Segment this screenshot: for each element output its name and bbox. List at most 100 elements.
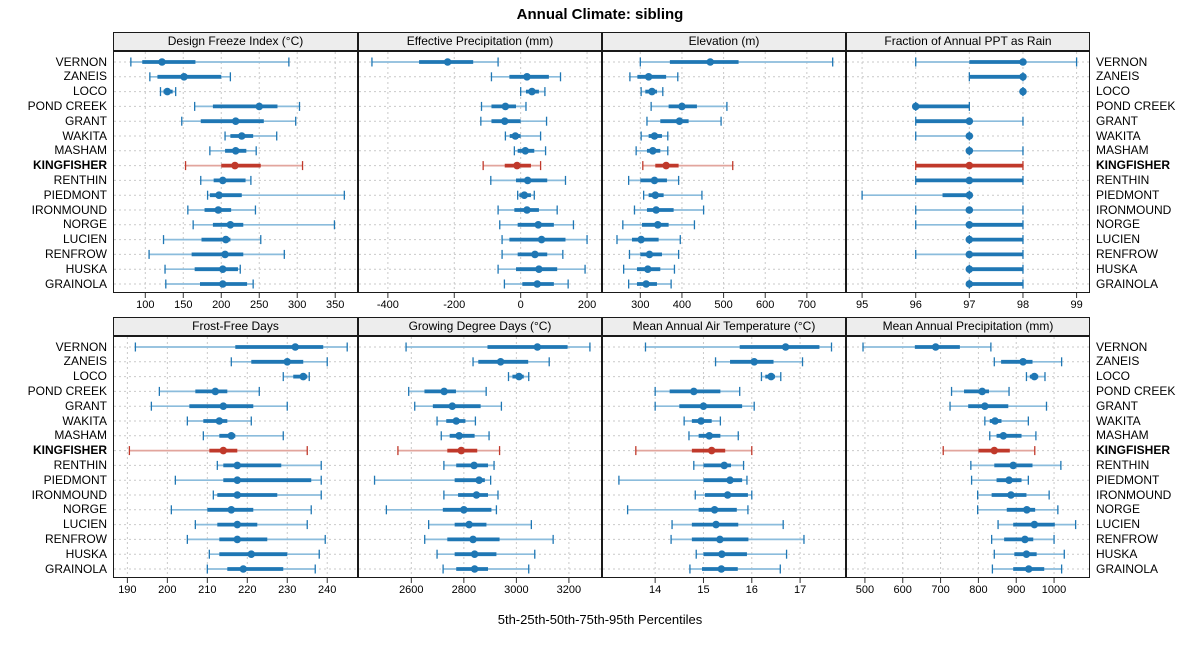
row-dfi-grant bbox=[181, 116, 297, 126]
site-label-left-grant: GRANT bbox=[65, 113, 107, 128]
panel-map bbox=[846, 336, 1090, 578]
axis-tick-label-gdd: 3200 bbox=[556, 584, 582, 596]
site-label-right-kingfisher: KINGFISHER bbox=[1096, 443, 1171, 458]
row-elev-kingfisher bbox=[642, 161, 734, 171]
site-label-right-piedmont: PIEDMONT bbox=[1096, 472, 1160, 487]
axis-tick-label-ep: -200 bbox=[443, 299, 466, 311]
row-fr-loco bbox=[1019, 87, 1027, 97]
row-fr-masham bbox=[965, 146, 1024, 156]
site-label-right-ironmound: IRONMOUND bbox=[1096, 487, 1172, 502]
panel-plot-map bbox=[846, 336, 1090, 578]
row-maat-renthin bbox=[693, 460, 745, 470]
row-maat-masham bbox=[688, 431, 739, 441]
axis-tick-label-elev: 400 bbox=[672, 299, 692, 311]
row-fr-grant bbox=[915, 116, 1024, 126]
row-dfi-huska bbox=[164, 264, 241, 274]
axis-fr bbox=[846, 293, 1090, 299]
site-label-right-wakita: WAKITA bbox=[1096, 128, 1141, 143]
row-dfi-norge bbox=[192, 220, 336, 230]
panel-elev bbox=[602, 51, 846, 293]
axis-elev bbox=[602, 293, 846, 299]
panel-dfi bbox=[113, 51, 358, 293]
row-dfi-kingfisher bbox=[184, 161, 304, 171]
row-maat-grant bbox=[654, 401, 755, 411]
site-label-left-zaneis: ZANEIS bbox=[63, 69, 107, 84]
row-gdd-wakita bbox=[436, 416, 477, 426]
row-map-wakita bbox=[984, 416, 1029, 426]
row-maat-huska bbox=[695, 549, 788, 559]
site-label-left-loco: LOCO bbox=[72, 369, 107, 384]
axis-tick-label-ffd: 210 bbox=[198, 584, 217, 596]
row-dfi-pond-creek bbox=[194, 101, 301, 111]
row-fr-pond-creek bbox=[911, 101, 970, 111]
axis-tick-label-ep: 0 bbox=[517, 299, 524, 311]
site-label-left-vernon: VERNON bbox=[55, 339, 107, 354]
row-gdd-kingfisher bbox=[397, 446, 501, 456]
panel-ffd bbox=[113, 336, 358, 578]
row-fr-huska bbox=[965, 264, 1024, 274]
axis-dfi bbox=[113, 293, 358, 299]
axis-tick-label-ffd: 200 bbox=[158, 584, 177, 596]
row-elev-ironmound bbox=[633, 205, 705, 215]
axis-tick-label-ep: 200 bbox=[577, 299, 597, 311]
axis-tick-label-fr: 99 bbox=[1070, 299, 1083, 311]
axis-ticks-fr bbox=[861, 293, 1078, 298]
row-maat-renfrow bbox=[670, 534, 805, 544]
site-label-right-grainola: GRAINOLA bbox=[1096, 561, 1159, 576]
strip-map: Mean Annual Precipitation (mm) bbox=[846, 317, 1090, 336]
row-fr-ironmound bbox=[915, 205, 1024, 215]
panel-fr bbox=[846, 51, 1090, 293]
row-dfi-piedmont bbox=[206, 190, 345, 200]
axis-tick-label-map: 800 bbox=[969, 584, 988, 596]
strip-ffd: Frost-Free Days bbox=[113, 317, 358, 336]
axis-tick-label-map: 900 bbox=[1007, 584, 1026, 596]
row-map-renfrow bbox=[990, 534, 1055, 544]
axis-tick-label-ffd: 190 bbox=[118, 584, 137, 596]
row-maat-wakita bbox=[683, 416, 722, 426]
site-label-right-renfrow: RENFROW bbox=[1096, 531, 1158, 546]
row-ffd-vernon bbox=[134, 342, 348, 352]
panel-maat bbox=[602, 336, 846, 578]
site-label-left-renfrow: RENFROW bbox=[45, 531, 107, 546]
axis-ticks-maat bbox=[654, 578, 801, 583]
row-ffd-masham bbox=[202, 431, 284, 441]
row-ffd-grainola bbox=[206, 564, 316, 574]
row-map-huska bbox=[993, 549, 1065, 559]
row-ep-lucien bbox=[501, 235, 588, 245]
site-label-right-huska: HUSKA bbox=[1096, 546, 1138, 561]
site-label-left-renfrow: RENFROW bbox=[45, 246, 107, 261]
row-elev-piedmont bbox=[642, 190, 703, 200]
axis-gdd bbox=[358, 578, 602, 584]
row-map-ironmound bbox=[976, 490, 1050, 500]
axis-tick-label-ffd: 240 bbox=[318, 584, 337, 596]
row-ffd-grant bbox=[150, 401, 288, 411]
row-ep-kingfisher bbox=[482, 161, 542, 171]
row-elev-lucien bbox=[616, 235, 681, 245]
row-gdd-masham bbox=[440, 431, 490, 441]
site-label-left-pond-creek: POND CREEK bbox=[27, 383, 107, 398]
strip-ep: Effective Precipitation (mm) bbox=[358, 32, 602, 51]
row-map-vernon bbox=[862, 342, 992, 352]
site-label-right-ironmound: IRONMOUND bbox=[1096, 202, 1172, 217]
row-ep-zaneis bbox=[490, 72, 562, 82]
row-ffd-pond-creek bbox=[158, 386, 260, 396]
row-fr-lucien bbox=[965, 235, 1024, 245]
site-label-right-renfrow: RENFROW bbox=[1096, 246, 1158, 261]
site-label-left-loco: LOCO bbox=[72, 84, 107, 99]
site-label-right-masham: MASHAM bbox=[1096, 428, 1149, 443]
row-gdd-lucien bbox=[428, 520, 532, 530]
panel-ep bbox=[358, 51, 602, 293]
panel-plot-fr bbox=[846, 51, 1090, 293]
axis-tick-label-ffd: 220 bbox=[238, 584, 257, 596]
site-label-left-piedmont: PIEDMONT bbox=[43, 472, 107, 487]
site-label-left-norge: NORGE bbox=[62, 217, 107, 232]
site-label-left-renthin: RENTHIN bbox=[53, 172, 107, 187]
row-fr-kingfisher bbox=[915, 161, 1024, 171]
row-ffd-lucien bbox=[194, 520, 308, 530]
row-maat-lucien bbox=[671, 520, 784, 530]
row-ffd-ironmound bbox=[212, 490, 322, 500]
site-label-right-grainola: GRAINOLA bbox=[1096, 276, 1159, 291]
row-elev-huska bbox=[623, 264, 676, 274]
row-dfi-wakita bbox=[224, 131, 278, 141]
row-ep-wakita bbox=[504, 131, 542, 141]
